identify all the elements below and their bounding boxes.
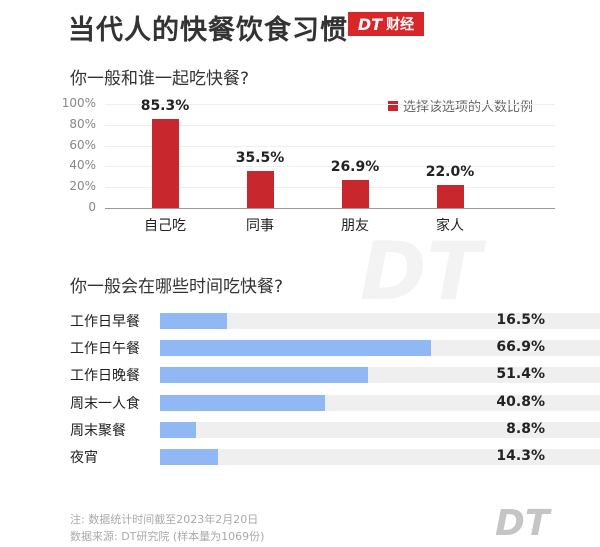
bar-value-label: 66.9% xyxy=(496,339,545,356)
gridline xyxy=(105,124,555,126)
y-tick-label: 0 xyxy=(88,200,96,214)
bar-value-label: 14.3% xyxy=(496,448,545,464)
brand-logo: DT 财经 xyxy=(348,12,424,36)
bar xyxy=(152,119,179,208)
legend-label: 选择该选项的人数比例 xyxy=(403,100,534,115)
bar xyxy=(247,171,274,208)
gridline xyxy=(105,187,555,189)
category-label: 周末一人食 xyxy=(70,395,140,412)
footer-dt-logo: DT xyxy=(495,503,550,544)
bar xyxy=(160,340,431,357)
bar xyxy=(160,367,369,384)
watermark: DT xyxy=(360,225,481,318)
bar-row: 工作日午餐 66.9% xyxy=(70,339,600,358)
bar xyxy=(160,394,326,411)
bar xyxy=(160,313,227,329)
category-label: 周末聚餐 xyxy=(70,422,126,439)
bar-value-label: 26.9% xyxy=(330,159,380,176)
y-tick-label: 20% xyxy=(69,179,96,194)
bar-value-label: 22.0% xyxy=(425,164,475,181)
bar-value-label: 85.3% xyxy=(140,98,190,115)
bar xyxy=(160,421,196,438)
x-category-label: 家人 xyxy=(436,218,464,234)
bar-row: 夜宵 14.3% xyxy=(70,448,600,466)
chart2-title: 你一般会在哪些时间吃快餐? xyxy=(70,277,284,297)
bar-value-label: 51.4% xyxy=(496,366,545,383)
category-label: 夜宵 xyxy=(70,450,98,466)
bar xyxy=(160,449,218,465)
bar-track xyxy=(160,421,600,438)
footer-note: 注: 数据统计时间截至2023年2月20日 xyxy=(70,513,259,526)
footer-source: 数据来源: DT研究院 (样本量为1069份) xyxy=(70,530,265,543)
bar-row: 周末聚餐 8.8% xyxy=(70,420,600,439)
page-title: 当代人的快餐饮食习惯 xyxy=(68,15,348,46)
y-tick-label: 40% xyxy=(69,158,96,173)
bar xyxy=(437,185,464,208)
chart1-title: 你一般和谁一起吃快餐? xyxy=(70,69,250,89)
bar-value-label: 35.5% xyxy=(235,150,285,167)
bar-value-label: 8.8% xyxy=(506,420,545,437)
brand-logo-name: 财经 xyxy=(386,17,415,33)
bar-value-label: 16.5% xyxy=(496,312,545,328)
x-category-label: 自己吃 xyxy=(144,218,186,234)
bar-value-label: 40.8% xyxy=(496,393,545,410)
category-label: 工作日早餐 xyxy=(70,314,140,330)
bar-row: 工作日晚餐 51.4% xyxy=(70,366,600,385)
bar-row: 工作日早餐 16.5% xyxy=(70,312,600,330)
gridline xyxy=(105,145,555,147)
y-tick-label: 60% xyxy=(69,137,96,152)
gridline xyxy=(105,166,555,168)
category-label: 工作日晚餐 xyxy=(70,368,140,385)
category-label: 工作日午餐 xyxy=(70,341,140,358)
bar xyxy=(342,180,369,208)
x-axis-line xyxy=(105,208,555,209)
y-tick-label: 80% xyxy=(69,116,96,131)
y-tick-label: 100% xyxy=(61,96,96,110)
brand-logo-dt: DT xyxy=(357,14,383,34)
x-category-label: 朋友 xyxy=(341,218,369,234)
chart1-legend: 选择该选项的人数比例 xyxy=(388,96,533,115)
gridline xyxy=(105,104,555,105)
x-category-label: 同事 xyxy=(246,218,274,234)
bar-track xyxy=(160,449,600,465)
bar-track xyxy=(160,313,600,329)
legend-swatch xyxy=(388,100,398,111)
bar-row: 周末一人食 40.8% xyxy=(70,393,600,412)
